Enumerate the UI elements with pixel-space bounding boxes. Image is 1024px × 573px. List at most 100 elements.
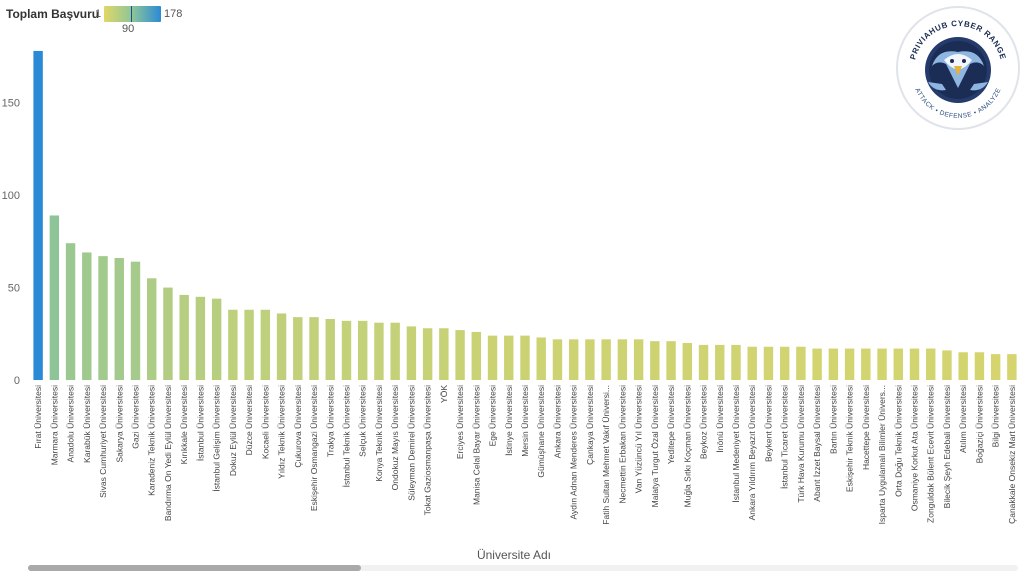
bar[interactable] [114, 257, 124, 380]
legend-mid-label: 90 [122, 23, 135, 35]
x-tick-label: Gazi Üniversitesi [130, 385, 140, 449]
bar[interactable] [877, 348, 887, 380]
bar[interactable] [82, 252, 92, 380]
bar[interactable] [260, 309, 271, 380]
bar[interactable] [195, 296, 206, 380]
legend-mid-marker [131, 6, 132, 22]
bar[interactable] [439, 328, 449, 380]
bar[interactable] [942, 350, 952, 380]
bar[interactable] [179, 294, 189, 380]
priviahub-logo: PRIVIAHUB CYBER RANGE ATTACK • DEFENSE •… [896, 6, 1020, 130]
legend-min-label: 1 [95, 8, 102, 20]
x-tick-label: YÖK [439, 385, 449, 403]
bar[interactable] [909, 348, 920, 380]
bar[interactable] [390, 322, 400, 380]
bar[interactable] [1007, 354, 1017, 380]
bar[interactable] [504, 335, 514, 380]
bar[interactable] [763, 346, 774, 380]
bar[interactable] [325, 318, 335, 380]
x-tick-label: Selçuk Üniversitesi [358, 385, 368, 457]
bar[interactable] [422, 328, 433, 380]
bar[interactable] [698, 344, 709, 380]
x-tick-label: Bartın Üniversitesi [828, 385, 838, 454]
bar[interactable] [990, 354, 1001, 380]
bar[interactable] [211, 298, 222, 380]
x-tick-label: Gümüşhane Üniversitesi [536, 385, 546, 478]
x-tick-label: Ankara Üniversitesi [552, 385, 562, 458]
bar[interactable] [844, 348, 855, 380]
x-tick-label: İnönü Üniversitesi [715, 385, 725, 453]
bar[interactable] [49, 215, 60, 380]
bar[interactable] [585, 339, 595, 380]
y-tick-label: 0 [14, 375, 20, 387]
x-tick-label: Necmettin Erbakan Üniversitesi [617, 385, 627, 504]
bar[interactable] [666, 341, 676, 380]
bar[interactable] [341, 320, 352, 380]
x-tick-label: Osmaniye Korkut Ata Üniversitesi [910, 385, 920, 511]
bar[interactable] [650, 341, 660, 380]
x-tick-label: Marmara Üniversitesi [49, 385, 59, 465]
x-axis-title: Üniversite Adı [477, 548, 551, 562]
bar[interactable] [552, 339, 563, 380]
bar[interactable] [715, 344, 725, 380]
horizontal-scrollbar-thumb[interactable] [28, 565, 361, 571]
bar[interactable] [633, 339, 644, 380]
bar[interactable] [601, 339, 611, 380]
x-tick-label: Aydın Adnan Menderes Üniversitesi [569, 385, 579, 520]
bar[interactable] [861, 348, 871, 380]
bar[interactable] [33, 50, 43, 380]
x-tick-label: Hacettepe Üniversitesi [861, 385, 871, 470]
x-tick-label: Yeditepe Üniversitesi [666, 385, 676, 464]
bar[interactable] [487, 335, 498, 380]
horizontal-scrollbar-track[interactable] [28, 565, 1018, 571]
x-tick-label: Ondokuz Mayıs Üniversitesi [390, 385, 400, 490]
x-tick-label: Isparta Uygulamalı Bilimler Ünivers... [877, 385, 887, 524]
bar[interactable] [228, 309, 238, 380]
bar[interactable] [293, 317, 303, 380]
bar[interactable] [163, 287, 173, 380]
x-tick-label: Konya Teknik Üniversitesi [374, 385, 384, 482]
x-tick-label: Sivas Cumhuriyet Üniversitesi [98, 385, 108, 498]
bar[interactable] [568, 339, 579, 380]
bar[interactable] [779, 346, 790, 380]
bar[interactable] [147, 278, 157, 380]
color-legend: Toplam Başvuru 1 178 90 [6, 4, 196, 38]
bar[interactable] [796, 346, 806, 380]
x-tick-label: Orta Doğu Teknik Üniversitesi [893, 385, 903, 497]
bar[interactable] [309, 317, 319, 380]
bar[interactable] [358, 320, 368, 380]
bar[interactable] [958, 352, 968, 380]
bar[interactable] [828, 348, 839, 380]
bar[interactable] [812, 348, 822, 380]
bar[interactable] [244, 309, 254, 380]
bar[interactable] [974, 352, 985, 380]
bar[interactable] [731, 344, 741, 380]
bar[interactable] [276, 313, 287, 380]
bar[interactable] [682, 343, 692, 380]
bar[interactable] [747, 346, 757, 380]
bar[interactable] [374, 322, 384, 380]
bar[interactable] [617, 339, 628, 380]
bar[interactable] [926, 348, 936, 380]
x-tick-label: Bandırma On Yedi Eylül Üniversitesi [163, 385, 173, 521]
bar[interactable] [455, 330, 465, 380]
bar[interactable] [65, 243, 76, 380]
bar[interactable] [406, 326, 417, 380]
y-tick-label: 100 [2, 190, 20, 202]
bar[interactable] [536, 337, 546, 380]
x-tick-label: İstanbul Teknik Üniversitesi [341, 385, 351, 487]
bar[interactable] [520, 335, 530, 380]
bar[interactable] [893, 348, 903, 380]
x-axis-labels: Fırat Üniversitesi Marmara Üniversitesi An… [33, 385, 1017, 525]
x-tick-label: Fırat Üniversitesi [33, 385, 43, 449]
bar[interactable] [98, 256, 108, 380]
x-tick-label: Manisa Celal Bayar Üniversitesi [471, 385, 481, 505]
x-tick-label: Düzce Üniversitesi [244, 385, 254, 455]
bar[interactable] [471, 331, 482, 380]
x-tick-label: İstanbul Medeniyet Üniversitesi [731, 385, 741, 503]
x-tick-label: Kırıkkale Üniversitesi [179, 385, 189, 464]
legend-gradient-bar [104, 6, 161, 22]
x-tick-label: Bilgi Üniversitesi [991, 385, 1001, 447]
bar[interactable] [130, 261, 141, 380]
